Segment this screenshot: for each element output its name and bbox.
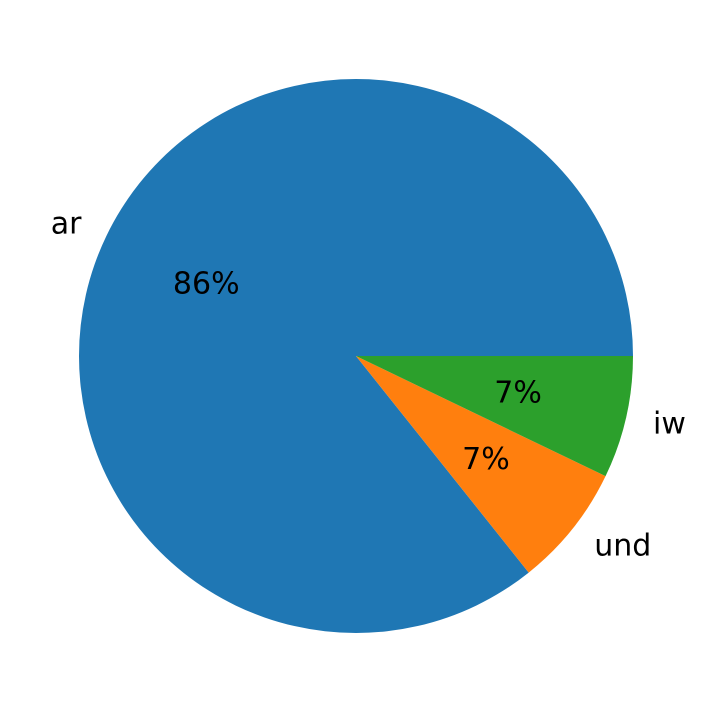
pie-slice-und [356, 356, 606, 573]
percent-label-ar: 86% [173, 266, 240, 301]
percent-label-und: 7% [462, 442, 510, 477]
pie-slice-ar [78, 79, 633, 634]
pie-slice-iw [356, 356, 633, 477]
slice-label-iw: iw [653, 406, 686, 441]
pie-slices [78, 79, 633, 634]
percent-label-iw: 7% [494, 375, 542, 410]
slice-label-und: und [594, 528, 651, 563]
pie-labels: ar 86% und 7% iw 7% [51, 206, 686, 563]
slice-label-ar: ar [51, 206, 82, 241]
